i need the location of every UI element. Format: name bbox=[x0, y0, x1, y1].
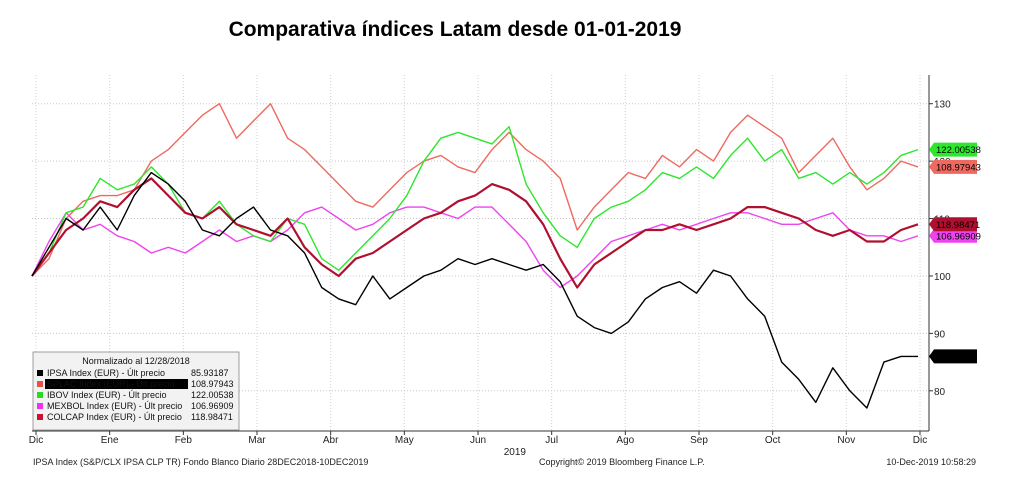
x-tick-label: Oct bbox=[765, 435, 781, 446]
x-tick-label: Sep bbox=[690, 435, 708, 446]
value-tag-ibov: 122.00538 bbox=[929, 142, 981, 157]
x-tick-label: Abr bbox=[323, 435, 339, 446]
legend-entry-value: 85.93187 bbox=[191, 368, 229, 378]
value-tag-label: 85.93187 bbox=[936, 352, 976, 363]
x-tick-label: Jul bbox=[545, 435, 558, 446]
legend-entry: MEXBOL Index (EUR) - Últ precio 106.96909 bbox=[37, 401, 234, 411]
legend-entry-name: COLCAP Index (EUR) - Últ precio bbox=[47, 412, 182, 422]
x-tick-label: Dic bbox=[913, 435, 927, 446]
legend-highlight bbox=[45, 379, 188, 389]
chart-title: Comparativa índices Latam desde 01-01-20… bbox=[228, 18, 682, 41]
y-tick-label: 130 bbox=[934, 100, 951, 111]
legend-swatch bbox=[37, 414, 43, 420]
y-tick-label: 100 bbox=[934, 272, 951, 283]
legend-entry-value: 108.97943 bbox=[191, 379, 234, 389]
series-lines bbox=[31, 102, 919, 409]
last-value-tags: 85.93187 108.97943 122.00538 106.96909118.9… bbox=[929, 142, 981, 364]
grid bbox=[32, 75, 929, 431]
x-axis: Dic Ene Feb Mar Abr May Jun Jul Ago Sep Oct Nov Dic 2… bbox=[29, 431, 927, 458]
series-line-mexbol bbox=[31, 206, 919, 289]
x-tick-label: Jun bbox=[470, 435, 486, 446]
legend-entry: IBOV Index (EUR) - Últ precio 122.00538 bbox=[37, 390, 234, 400]
x-tick-label: Dic bbox=[29, 435, 43, 446]
y-tick-label: 80 bbox=[934, 387, 946, 398]
x-tick-label: Nov bbox=[837, 435, 855, 446]
legend: Normalizado al 12/28/2018 IPSA Index (EUR… bbox=[32, 351, 240, 431]
legend-box bbox=[32, 351, 240, 431]
x-tick-label: Ago bbox=[616, 435, 634, 446]
legend-entry-value: 122.00538 bbox=[191, 390, 234, 400]
series-line-ipsa bbox=[31, 171, 918, 409]
legend-entry-value: 118.98471 bbox=[191, 412, 233, 422]
legend-entry: COLCAP Index (EUR) - Últ precio 118.98471 bbox=[37, 412, 233, 422]
value-tag-mexbol: 106.96909 bbox=[929, 228, 981, 243]
value-tag-label: 122.00538 bbox=[936, 145, 981, 156]
value-tag-label: 118.98471 bbox=[936, 220, 980, 231]
x-tick-label: Ene bbox=[101, 435, 119, 446]
y-tick-label: 90 bbox=[934, 329, 946, 340]
legend-swatch bbox=[37, 392, 43, 398]
legend-entry: SPLAC Index (EUR) - Últ precio 108.97943 bbox=[37, 379, 234, 389]
legend-title: Normalizado al 12/28/2018 bbox=[82, 356, 190, 366]
x-tick-label: Feb bbox=[175, 435, 193, 446]
value-tag-box bbox=[929, 217, 977, 232]
value-tag-box bbox=[929, 142, 977, 157]
x-tick-label: May bbox=[395, 435, 414, 446]
legend-entry-name: MEXBOL Index (EUR) - Últ precio bbox=[47, 401, 182, 411]
legend-swatch bbox=[37, 403, 43, 409]
x-tick-label: Mar bbox=[248, 435, 266, 446]
legend-entry-name: SPLAC Index (EUR) - Últ precio bbox=[47, 379, 175, 389]
series-line-splac bbox=[31, 102, 919, 277]
series-line-colcap bbox=[31, 177, 919, 289]
series-line-ibov bbox=[31, 125, 919, 277]
value-tag-splac: 108.97943 bbox=[929, 159, 981, 174]
x-year-label: 2019 bbox=[504, 447, 527, 458]
legend-swatch bbox=[37, 381, 43, 387]
value-tag-box bbox=[929, 159, 977, 174]
legend-entry-name: IPSA Index (EUR) - Últ precio bbox=[47, 368, 165, 378]
value-tag-colcap: 118.98471 bbox=[929, 217, 980, 232]
footer-center: Copyright© 2019 Bloomberg Finance L.P. bbox=[539, 457, 705, 467]
legend-swatch bbox=[37, 370, 43, 376]
value-tag-box bbox=[929, 228, 977, 243]
value-tag-label: 108.97943 bbox=[936, 162, 981, 173]
legend-entry-value: 106.96909 bbox=[191, 401, 234, 411]
legend-entry-name: IBOV Index (EUR) - Últ precio bbox=[47, 390, 167, 400]
legend-entry: IPSA Index (EUR) - Últ precio 85.93187 bbox=[37, 368, 229, 378]
value-tag-box bbox=[929, 349, 977, 364]
value-tag-label: 106.96909 bbox=[936, 231, 981, 242]
footer-right: 10-Dec-2019 10:58:29 bbox=[886, 457, 976, 467]
footer-left: IPSA Index (S&P/CLX IPSA CLP TR) Fondo B… bbox=[33, 457, 368, 467]
value-tag-ipsa: 85.93187 bbox=[929, 349, 977, 364]
